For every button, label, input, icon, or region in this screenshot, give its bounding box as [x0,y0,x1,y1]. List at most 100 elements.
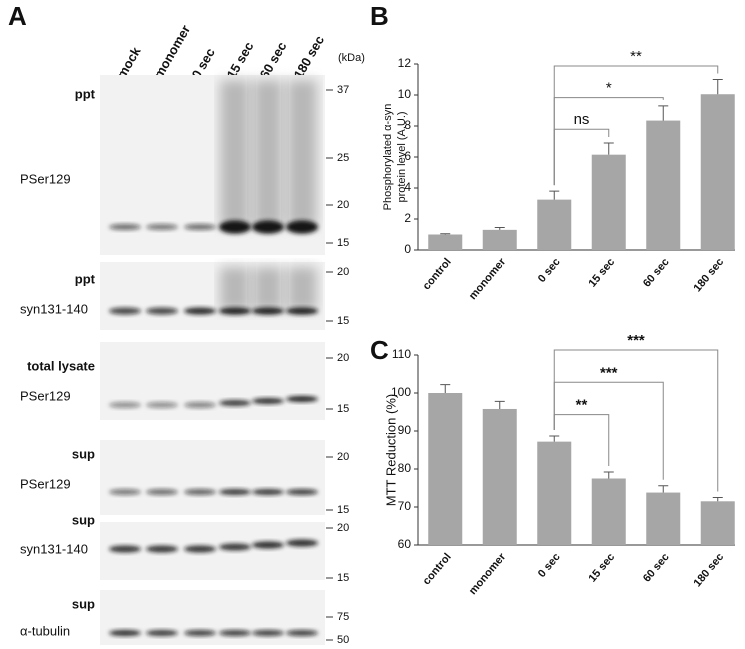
y-tick-label: 80 [398,461,412,475]
unit-label: (kDa) [338,52,365,64]
blot-band [109,402,141,408]
y-tick-label: 90 [398,423,412,437]
x-tick-label: monomer [467,551,509,598]
y-tick-label: 6 [404,149,411,163]
row-label: sup [72,446,95,461]
significance-label: * [606,80,612,97]
error-bar [494,400,505,409]
blot-band [109,307,141,315]
y-tick-label: 60 [398,537,412,551]
blot-band [286,396,318,402]
marker-label: 75 [337,611,349,623]
x-tick-label: 15 sec [586,551,617,584]
error-bar [658,105,669,121]
blot-band [109,630,141,636]
blot-band [286,539,318,547]
blot-membrane [100,590,325,645]
significance-label: ** [630,48,642,65]
blot-band [286,630,318,636]
panel-label: A [8,1,27,31]
marker-label: 20 [337,352,349,364]
blot-membrane [100,440,325,515]
lane-label: 180 sec [291,33,327,81]
y-tick-label: 12 [398,56,412,70]
marker-label: 50 [337,634,349,646]
blot-band [219,630,251,636]
blot-smear [287,267,317,311]
blot-band [184,307,216,315]
blot-band [146,489,178,495]
blot-band [146,224,178,230]
marker-label: 37 [337,84,349,96]
significance-bracket [553,65,719,186]
blot-smear [253,80,283,227]
row-label: total lysate [27,358,95,373]
marker-label: 15 [337,237,349,249]
y-tick-label: 110 [392,347,411,361]
blot-band [146,545,178,553]
blot-smear [220,80,250,227]
y-tick-label: 70 [398,499,412,513]
error-bar [440,384,451,393]
blot-band [286,489,318,495]
error-bar [658,485,669,493]
blot-band [184,545,216,553]
marker-label: 20 [337,266,349,278]
significance-label: *** [600,364,618,381]
blot-band [252,489,284,495]
x-tick-label: 180 sec [692,256,727,294]
significance-bracket [553,349,719,492]
row-label: PSer129 [20,388,71,403]
y-tick-label: 8 [404,118,411,132]
marker-label: 20 [337,522,349,534]
error-bar [603,471,614,479]
panel-label: C [370,335,389,365]
bar [482,229,517,250]
marker-label: 15 [337,403,349,415]
y-tick-label: 2 [404,211,411,225]
blot-band [219,307,251,315]
blot-band [252,541,284,549]
bar [428,393,463,545]
blot-band [146,402,178,408]
bar [591,154,626,250]
row-label: sup [72,512,95,527]
lane-label: monomer [151,22,194,81]
lane-label: 60 sec [257,39,290,81]
y-tick-label: 100 [391,385,411,399]
blot-band [219,543,251,551]
blot-band [109,224,141,230]
error-bar [494,227,505,230]
error-bar [440,233,451,235]
x-tick-label: 0 sec [536,256,563,285]
bar [646,492,681,545]
blot-membrane [100,342,325,420]
significance-label: ** [576,397,588,414]
marker-label: 15 [337,572,349,584]
blot-band [219,220,251,234]
blot-band [252,630,284,636]
blot-band [286,220,318,234]
marker-label: 20 [337,451,349,463]
y-axis-label: MTT Reduction (%) [383,394,398,506]
blot-band [286,307,318,315]
blot-band [109,489,141,495]
bar [537,199,572,250]
x-tick-label: 0 sec [536,551,563,580]
significance-label: ns [574,111,590,128]
blot-band [184,402,216,408]
blot-band [252,220,284,234]
row-label: ppt [75,86,96,101]
blot-band [252,307,284,315]
blot-smear [287,80,317,227]
bar [428,234,463,250]
bar [700,94,735,250]
x-tick-label: 60 sec [641,551,672,584]
error-bar [549,435,560,442]
y-tick-label: 4 [404,180,411,194]
row-label: ppt [75,271,96,286]
row-label: PSer129 [20,171,71,186]
error-bar [712,497,723,502]
panel-label: B [370,1,389,31]
x-tick-label: 180 sec [692,551,727,589]
